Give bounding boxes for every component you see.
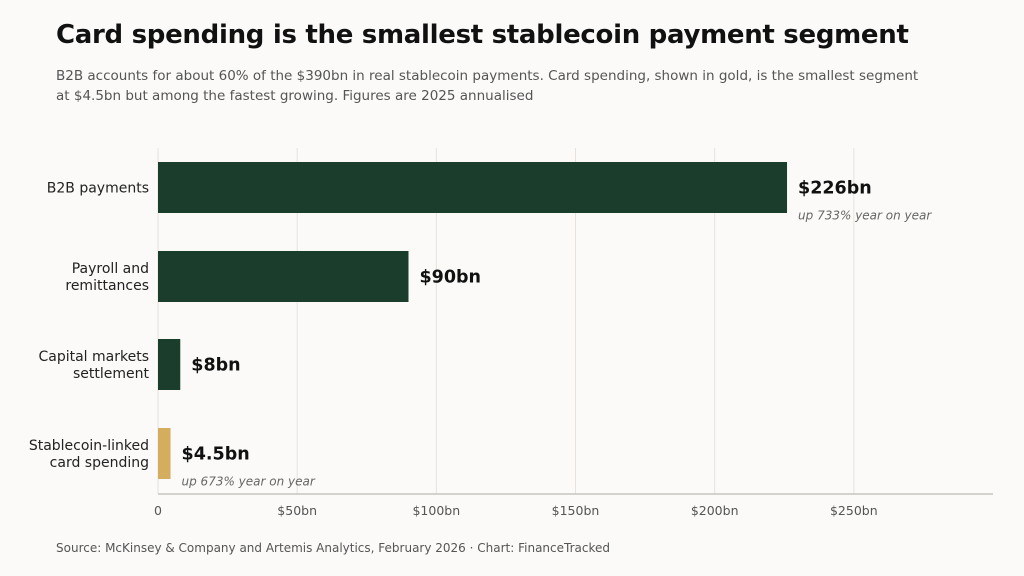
category-label: card spending [50,455,149,471]
bar [158,251,409,302]
source-note: Source: McKinsey & Company and Artemis A… [56,541,610,555]
x-tick-label: $200bn [691,503,739,518]
bar [158,339,181,390]
category-label: B2B payments [47,181,149,197]
annotation-note: up 673% year on year [182,475,316,489]
value-label: $8bn [191,356,240,376]
category-label: Stablecoin-linked [29,438,149,454]
chart-subtitle: B2B accounts for about 60% of the $390bn… [56,68,919,104]
annotation-note: up 733% year on year [798,209,932,223]
value-label: $90bn [420,268,482,288]
x-tick-label: $50bn [277,503,317,518]
value-label: $226bn [798,179,872,199]
category-label: Capital markets [38,349,149,365]
category-label: Payroll and [72,261,149,277]
value-label: $4.5bn [182,445,250,465]
bar [158,162,788,213]
x-tick-label: 0 [154,503,162,518]
x-tick-label: $250bn [830,503,878,518]
category-label: remittances [65,278,149,294]
x-tick-label: $100bn [412,503,460,518]
bar [158,428,171,479]
x-tick-label: $150bn [552,503,600,518]
chart-title: Card spending is the smallest stablecoin… [56,20,909,50]
category-label: settlement [73,366,150,382]
